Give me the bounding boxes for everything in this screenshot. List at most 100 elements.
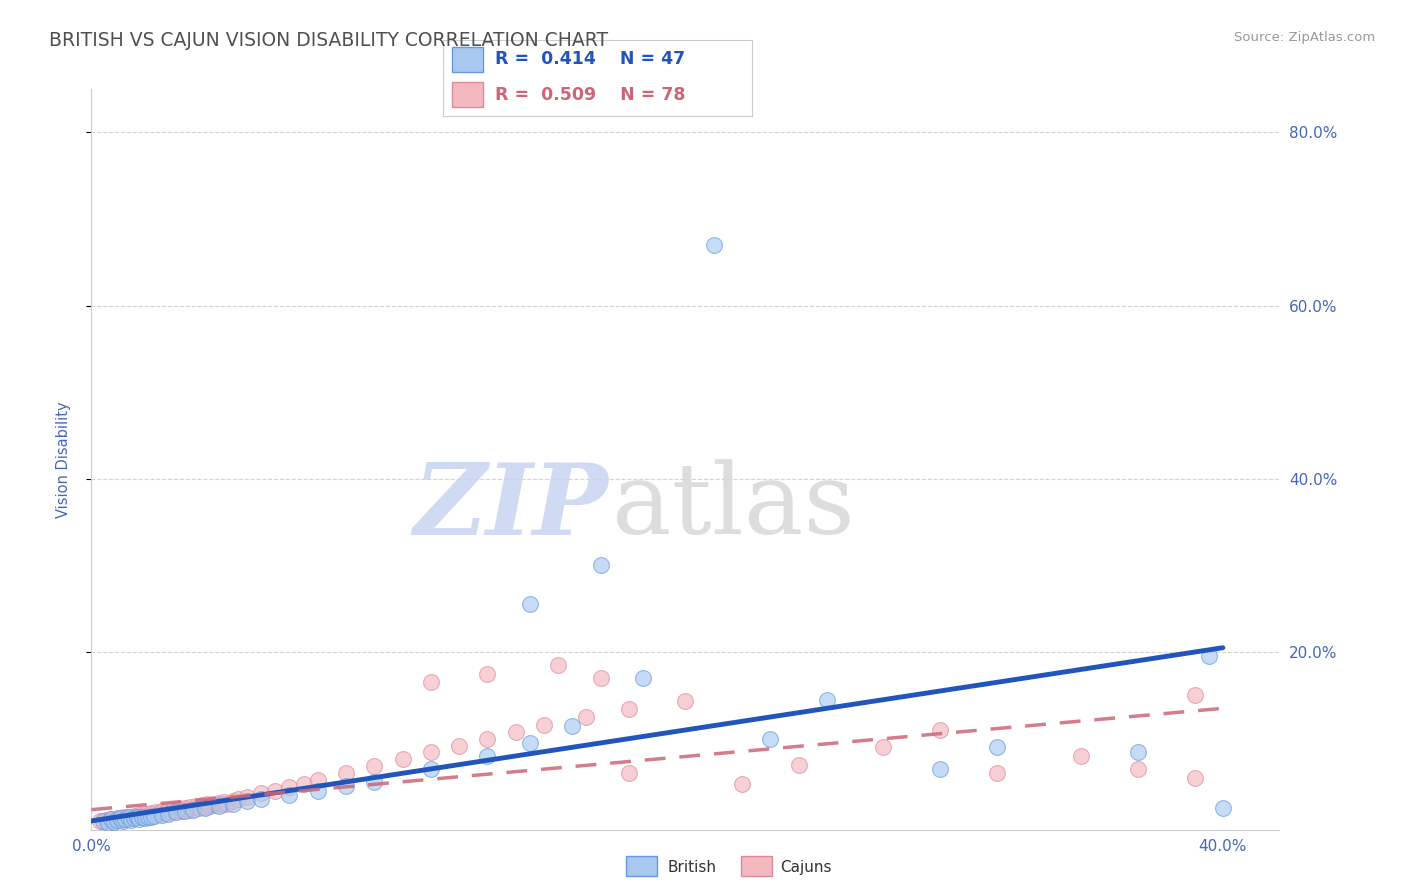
Point [589, 558, 612, 573]
Point [142, 808, 165, 822]
Point [211, 797, 233, 812]
Point [205, 798, 228, 813]
Point [1070, 748, 1092, 763]
Point [250, 792, 273, 806]
Point [631, 671, 654, 685]
Point [122, 811, 145, 825]
Point [986, 740, 1008, 755]
Point [128, 807, 150, 822]
Point [202, 797, 225, 811]
Point [134, 811, 156, 825]
Point [872, 740, 894, 755]
Point [222, 797, 245, 811]
Point [148, 807, 170, 822]
Bar [453, 82, 484, 107]
Point [477, 731, 499, 746]
Point [419, 675, 441, 690]
Point [986, 766, 1008, 780]
Point [190, 798, 212, 813]
Point [222, 794, 245, 808]
Text: Cajuns: Cajuns [780, 860, 832, 874]
Text: Source: ZipAtlas.com: Source: ZipAtlas.com [1234, 31, 1375, 45]
Point [419, 746, 441, 760]
Point [250, 786, 273, 800]
Point [307, 773, 329, 788]
Point [173, 805, 195, 819]
Point [363, 775, 385, 789]
Point [193, 800, 215, 814]
Point [114, 812, 136, 826]
Text: R =  0.509    N = 78: R = 0.509 N = 78 [495, 86, 686, 103]
Point [153, 806, 176, 821]
Point [193, 801, 215, 815]
Point [1126, 745, 1149, 759]
Point [156, 807, 179, 822]
Point [419, 762, 441, 776]
Point [292, 777, 315, 791]
Point [391, 752, 413, 766]
Point [94, 813, 117, 827]
Point [117, 810, 139, 824]
Point [162, 803, 184, 817]
Point [139, 806, 162, 821]
Point [505, 724, 527, 739]
Point [142, 807, 165, 822]
Point [335, 779, 357, 793]
Point [519, 736, 541, 750]
Point [125, 809, 148, 823]
Point [111, 810, 134, 824]
Point [208, 796, 231, 810]
Point [673, 694, 696, 708]
Point [278, 788, 301, 802]
Point [159, 805, 181, 820]
Point [547, 658, 569, 673]
Point [815, 692, 838, 706]
Point [1126, 762, 1149, 776]
Point [150, 807, 173, 822]
Point [176, 803, 198, 817]
Point [195, 797, 218, 812]
Point [1184, 689, 1206, 703]
Point [787, 757, 810, 772]
Point [100, 812, 122, 826]
Point [122, 808, 145, 822]
Point [228, 792, 250, 806]
Point [103, 814, 125, 828]
Point [208, 799, 231, 814]
Point [173, 801, 195, 815]
Point [179, 800, 201, 814]
Point [165, 805, 187, 819]
Point [181, 803, 204, 817]
Point [335, 766, 357, 780]
Point [108, 811, 131, 825]
Point [236, 794, 259, 808]
Point [91, 814, 114, 828]
Point [89, 814, 111, 828]
Point [703, 238, 725, 252]
Point [184, 799, 207, 814]
Point [131, 809, 153, 823]
Point [114, 812, 136, 826]
Point [1184, 771, 1206, 785]
Point [477, 666, 499, 681]
Point [100, 812, 122, 826]
Point [929, 723, 952, 737]
Point [125, 810, 148, 824]
Point [136, 809, 159, 823]
Point [477, 748, 499, 763]
Point [181, 802, 204, 816]
Point [214, 795, 236, 809]
Point [929, 762, 952, 776]
Point [150, 805, 173, 819]
Point [519, 598, 541, 612]
Point [187, 801, 209, 815]
Point [1198, 649, 1220, 664]
Point [117, 809, 139, 823]
Point [120, 813, 142, 827]
Point [449, 739, 471, 753]
Point [111, 814, 134, 828]
Point [278, 780, 301, 794]
Point [165, 805, 187, 820]
Point [145, 805, 167, 820]
Point [105, 813, 128, 827]
